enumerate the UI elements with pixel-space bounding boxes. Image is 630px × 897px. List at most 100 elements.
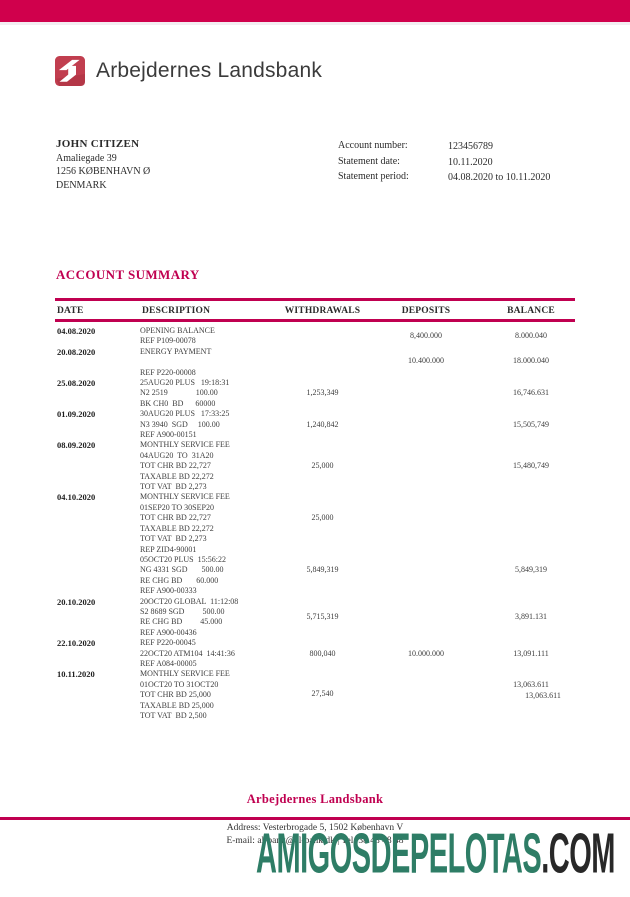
amount-value: 1,253,349	[306, 388, 339, 398]
description-line: 05OCT20 PLUS 15:56:22	[140, 554, 227, 564]
amount-value: 800,040	[309, 648, 336, 658]
row-date: 25.08.2020	[57, 378, 96, 388]
description-line: BK CH0 BD 60000	[140, 398, 216, 408]
footer-rule	[0, 817, 630, 820]
deposits-cell	[365, 492, 487, 596]
deposits-cell: 10.000.000	[365, 638, 487, 669]
balance-cell: 15,505,749	[487, 399, 575, 430]
amount-value: 5,849,319	[306, 565, 339, 575]
description-line: TAXABLE BD 22,272	[140, 471, 214, 481]
table-row: 01.09.2020 BK CH0 BD 60000 30AUG20 PLUS 17…	[55, 399, 575, 430]
row-description: REF A900-00151 MONTHLY SERVICE FEE 04AUG20…	[140, 430, 280, 492]
amount-value: 13,063.611	[513, 679, 549, 689]
amount-value: 27,540	[311, 689, 334, 699]
table-row: 10.11.2020 MONTHLY SERVICE FEE 01OCT20 TO …	[55, 669, 575, 721]
balance-cell: 15,480,749	[487, 430, 575, 492]
amount-value: 16,746.631	[513, 388, 549, 398]
top-accent-bar	[0, 0, 630, 25]
amount-value: 25,000	[311, 461, 334, 471]
row-description: REF P220-00008 25AUG20 PLUS 19:18:31 N2 25…	[140, 368, 280, 399]
footer-address: Address: Vesterbrogade 5, 1502 København…	[226, 823, 404, 833]
statement-date-label: Statement date:	[338, 155, 400, 167]
balance-cell: 16,746.631	[487, 368, 575, 399]
row-date: 20.10.2020	[57, 596, 96, 607]
description-line: 30AUG20 PLUS 17:33:25	[140, 409, 230, 419]
description-line: N2 2519 100.00	[140, 388, 218, 398]
balance-cell: 13,063.611 13,063.611	[487, 669, 575, 721]
withdrawals-cell: 5,715,319	[280, 597, 365, 639]
amount-value: 25,000	[311, 513, 334, 523]
customer-address-line: DENMARK	[56, 179, 107, 191]
description-line: 22OCT20 ATM104 14:41:36	[140, 648, 235, 658]
table-row: 20.10.2020 20OCT20 GLOBAL 11:12:08 S2 8689…	[55, 597, 575, 639]
description-line: 04AUG20 TO 31A20	[140, 450, 214, 460]
withdrawals-cell: 1,240,842	[280, 399, 365, 430]
row-date: 01.09.2020	[57, 409, 96, 420]
account-summary-title: ACCOUNT SUMMARY	[56, 267, 200, 282]
table-header-row: DATE DESCRIPTION WITHDRAWALS DEPOSITS BA…	[55, 301, 575, 319]
withdrawals-cell	[280, 347, 365, 368]
description-line: MONTHLY SERVICE FEE	[140, 669, 230, 679]
description-line: MONTHLY SERVICE FEE	[140, 440, 230, 450]
description-line: REF P109-00078	[140, 336, 196, 346]
description-line: N3 3940 SGD 100.00	[140, 419, 220, 429]
table-row: 04.10.2020 MONTHLY SERVICE FEE 01SEP20 TO …	[55, 492, 575, 596]
summary-table: DATE DESCRIPTION WITHDRAWALS DEPOSITS BA…	[55, 298, 575, 721]
withdrawals-cell: 25,000 5,849,319	[280, 492, 365, 596]
table-row: 08.09.2020 REF A900-00151 MONTHLY SERVICE …	[55, 430, 575, 492]
table-row: 20.08.2020 ENERGY PAYMENT 10.400.000 18.000…	[55, 347, 575, 368]
col-header-deposits: DEPOSITS	[401, 306, 451, 316]
deposits-cell	[365, 368, 487, 399]
amount-value: 10.400.000	[408, 356, 444, 366]
account-number-value: 123456789	[448, 141, 493, 152]
watermark: AMIGOSDEPELOTAS.COM	[256, 826, 615, 882]
description-line: 20OCT20 GLOBAL 11:12:08	[140, 596, 239, 606]
description-line: REF A084-00005	[140, 658, 197, 668]
deposits-cell: 8,400.000	[365, 326, 487, 347]
table-top-rule	[55, 298, 575, 301]
amount-value: 5,849,319	[515, 565, 547, 575]
amount-value: 5,715,319	[306, 612, 339, 622]
description-line: REF P220-00045	[140, 638, 196, 648]
table-row: 22.10.2020 REF P220-00045 22OCT20 ATM104 1…	[55, 638, 575, 669]
table-body: 04.08.2020 OPENING BALANCE REF P109-00078 8…	[55, 322, 575, 721]
description-line: ENERGY PAYMENT	[140, 346, 212, 356]
withdrawals-cell: 27,540	[280, 669, 365, 721]
withdrawals-cell: 800,040	[280, 638, 365, 669]
amount-value: 18.000.040	[513, 356, 549, 366]
row-description: REF P220-00045 22OCT20 ATM104 14:41:36 REF…	[140, 638, 280, 669]
balance-cell: 8.000.040	[487, 326, 575, 347]
table-header-rule	[55, 319, 575, 322]
row-description: BK CH0 BD 60000 30AUG20 PLUS 17:33:25 N3 3…	[140, 399, 280, 430]
description-line: TAXABLE BD 22,272	[140, 523, 214, 533]
footer-contact: E-mail: al-bank@al-bank.dk | Tel: 38 48 …	[226, 836, 404, 846]
description-line: 25AUG20 PLUS 19:18:31	[140, 378, 230, 388]
account-number-label: Account number:	[338, 140, 408, 151]
row-description: MONTHLY SERVICE FEE 01SEP20 TO 30SEP20 TOT…	[140, 492, 280, 596]
customer-address-line: 1256 KØBENHAVN Ø	[56, 166, 151, 177]
statement-period-label: Statement period:	[338, 171, 409, 182]
description-line: 01SEP20 TO 30SEP20	[140, 502, 214, 512]
description-line: TOT CHR BD 22,727	[140, 513, 211, 523]
description-line: REF P220-00008	[140, 367, 196, 377]
description-line: S2 8689 SGD 500.00	[140, 606, 225, 616]
row-description: MONTHLY SERVICE FEE 01OCT20 TO 31OCT20 TOT…	[140, 669, 280, 721]
description-line: REP ZID4-90001	[140, 544, 197, 554]
row-description: 20OCT20 GLOBAL 11:12:08 S2 8689 SGD 500.0…	[140, 597, 280, 639]
description-line: TOT VAT BD 2,273	[140, 482, 207, 492]
balance-cell: 13,091.111	[487, 638, 575, 669]
withdrawals-cell	[280, 326, 365, 347]
statement-date-value: 10.11.2020	[448, 156, 493, 168]
col-header-withdrawals: WITHDRAWALS	[284, 306, 361, 316]
withdrawals-cell: 25,000	[280, 430, 365, 492]
description-line: REF A900-00333	[140, 586, 197, 596]
row-date: 04.08.2020	[57, 326, 96, 336]
deposits-cell	[365, 597, 487, 639]
customer-name: JOHN CITIZEN	[56, 138, 140, 150]
al-bank-logo-icon	[55, 56, 85, 86]
amount-value: 15,505,749	[513, 419, 549, 429]
row-date: 10.11.2020	[57, 669, 95, 680]
row-date: 08.09.2020	[57, 440, 96, 451]
amount-value: 8,400.000	[410, 331, 442, 341]
